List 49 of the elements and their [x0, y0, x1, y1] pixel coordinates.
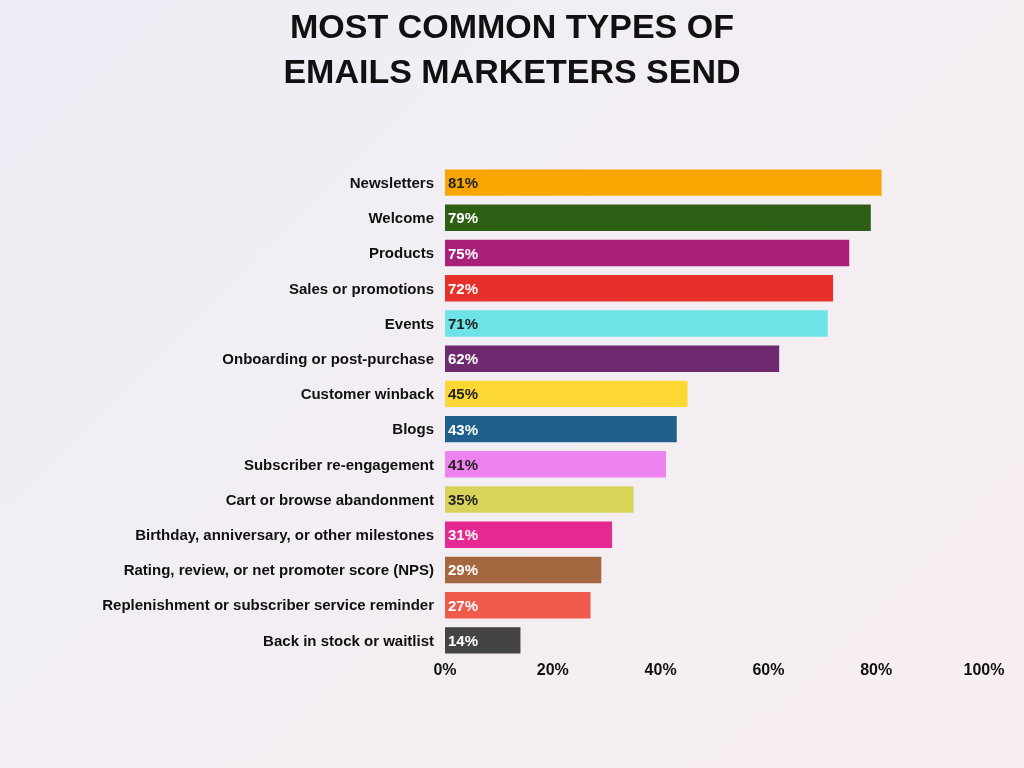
y-tick-label: Products: [368, 244, 434, 262]
y-tick-label: Events: [384, 314, 434, 332]
y-tick-label: Rating, review, or net promoter score (NPS): [123, 561, 434, 579]
y-tick-label: Back in stock or waitlist: [263, 631, 434, 649]
x-tick-label: 40%: [644, 661, 677, 678]
bar: [445, 275, 834, 302]
bar: [445, 521, 613, 548]
data-label: 35%: [448, 491, 479, 509]
y-tick-label: Blogs: [392, 420, 434, 438]
y-tick-label: Replenishment or subscriber service reminder: [102, 596, 435, 614]
bar: [445, 556, 602, 584]
x-tick-label: 100%: [963, 661, 1005, 678]
y-tick-label: Customer winback: [300, 385, 435, 403]
data-label: 79%: [448, 209, 479, 227]
bar: [445, 204, 871, 232]
x-tick-label: 80%: [860, 661, 893, 678]
data-label: 41%: [448, 455, 479, 473]
x-tick-label: 60%: [752, 661, 785, 678]
data-label: 27%: [448, 596, 479, 614]
x-tick-label: 20%: [536, 661, 569, 678]
bar: [445, 380, 688, 408]
y-tick-label: Welcome: [368, 209, 434, 227]
x-tick-label: 0%: [433, 661, 457, 678]
bar: [445, 239, 850, 267]
data-label: 81%: [448, 174, 479, 192]
data-label: 29%: [448, 561, 479, 579]
bar: [445, 169, 882, 196]
bar: [445, 415, 677, 443]
bar: [445, 486, 634, 513]
y-tick-label: Cart or browse abandonment: [225, 490, 434, 508]
bar: [445, 627, 521, 654]
chart-title: MOST COMMON TYPES OF EMAILS MARKETERS SEND: [283, 7, 741, 90]
y-tick-label: Sales or promotions: [288, 279, 434, 297]
data-label: 72%: [448, 279, 479, 297]
y-tick-label: Onboarding or post-purchase: [222, 349, 434, 367]
data-label: 14%: [448, 631, 479, 649]
bar: [445, 451, 666, 478]
y-tick-label: Subscriber re-engagement: [243, 455, 434, 473]
data-label: 31%: [448, 526, 479, 544]
y-tick-label: Newsletters: [349, 173, 434, 191]
bar: [445, 591, 591, 619]
data-label: 71%: [448, 314, 479, 332]
data-label: 43%: [448, 420, 479, 438]
y-tick-label: Birthday, anniversary, or other milestones: [135, 526, 434, 543]
bar: [445, 345, 780, 372]
bar: [445, 310, 828, 337]
data-label: 75%: [448, 244, 479, 262]
data-label: 62%: [448, 350, 479, 368]
data-label: 45%: [448, 385, 479, 403]
